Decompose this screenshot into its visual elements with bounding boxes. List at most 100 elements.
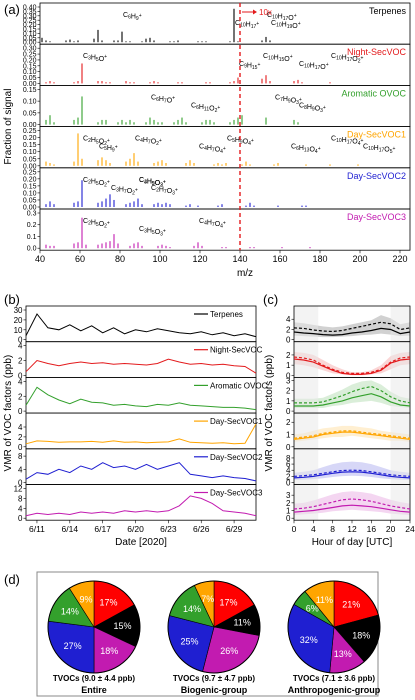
ion-annotation: C4H7O4+ bbox=[199, 144, 226, 156]
timeseries-panel-3: 024 Day-SecVOC1 bbox=[18, 412, 263, 452]
y-tick-label: 0.15 bbox=[23, 142, 37, 149]
night-shading bbox=[390, 484, 410, 521]
y-tick-label: 0.25 bbox=[23, 169, 37, 176]
slice-label: 14% bbox=[183, 604, 201, 614]
slice-label: 7% bbox=[201, 594, 214, 604]
panel-d-label: (d) bbox=[4, 572, 20, 587]
y-tick-label: 0.05 bbox=[23, 197, 37, 204]
pie-caption: TVOCs (9.0 ± 4.4 ppb) bbox=[53, 674, 136, 683]
y-tick-label: 1 bbox=[286, 397, 291, 406]
panel-d-pies: 17%15%18%27%14%9%TVOCs (9.0 ± 4.4 ppb)En… bbox=[36, 571, 381, 697]
reference-label: 10x bbox=[259, 8, 272, 17]
y-tick-label: 0.20 bbox=[23, 22, 37, 29]
y-tick-label: 8 bbox=[18, 452, 23, 461]
ion-annotation: C10H17+ bbox=[235, 20, 259, 30]
series-name: Day-SecVOC1 bbox=[347, 130, 406, 140]
y-tick-label: 0.00 bbox=[23, 40, 37, 47]
spectrum-panel-0: 0.000.050.100.150.200.250.300.350.40 Terp… bbox=[23, 2, 411, 47]
series-line bbox=[25, 386, 257, 411]
y-tick-label: 2 bbox=[286, 472, 291, 481]
y-tick-label: 0 bbox=[286, 336, 291, 345]
timeseries-panel-4: 0 4 8 Day-SecVOC2 bbox=[18, 448, 263, 488]
y-tick-label: 2 bbox=[18, 433, 23, 442]
timeseries-panel-2: 0 2 4 Aromatic OVOC bbox=[18, 376, 268, 416]
ion-annotation: C10H17O5+ bbox=[363, 144, 395, 156]
y-tick-label: 2 bbox=[286, 499, 291, 508]
median-line bbox=[293, 504, 411, 513]
y-tick-label: 0 bbox=[18, 336, 23, 345]
series-line bbox=[25, 313, 257, 338]
y-tick-label: 1 bbox=[286, 361, 291, 370]
y-tick-label: 0.3 bbox=[27, 211, 37, 218]
x-tick-label: 180 bbox=[312, 254, 327, 264]
y-tick-label: 0.05 bbox=[23, 75, 37, 82]
y-tick-label: 0.40 bbox=[23, 5, 37, 12]
y-tick-label: 0 bbox=[286, 371, 291, 380]
x-tick-label: 6/26 bbox=[193, 524, 210, 534]
y-tick-label: 0.30 bbox=[23, 46, 37, 53]
x-tick-label: 120 bbox=[192, 254, 207, 264]
series-line bbox=[25, 423, 257, 445]
night-shading bbox=[294, 413, 319, 449]
series-name: Night-SecVOC bbox=[347, 47, 407, 57]
pie-caption: TVOCs (9.7 ± 4.7 ppb) bbox=[173, 674, 256, 683]
x-tick-label: 40 bbox=[35, 254, 45, 264]
x-tick-label: 160 bbox=[272, 254, 287, 264]
ion-annotation: C10H19O+ bbox=[271, 20, 301, 30]
y-tick-label: 4 bbox=[18, 465, 23, 474]
slice-label: 27% bbox=[64, 641, 82, 651]
legend-entry: Day-SecVOC1 bbox=[210, 417, 263, 426]
iqr-band bbox=[294, 380, 410, 408]
x-tick-label: 6/11 bbox=[29, 524, 45, 534]
x-tick-label: 100 bbox=[152, 254, 167, 264]
mean-line bbox=[293, 356, 411, 374]
slice-label: 21% bbox=[342, 599, 360, 609]
slice-label: 32% bbox=[300, 635, 318, 645]
y-tick-label: 2 bbox=[286, 325, 291, 334]
diurnal-panel-0: 0 24 bbox=[286, 305, 411, 345]
y-tick-label: 0.15 bbox=[23, 63, 37, 70]
spectrum-panel-5: 0.0 0.1 0.2 0.3 Day-SecVOC3 C2H5O2+ C3H5O3+ C4H… bbox=[27, 208, 411, 253]
x-axis-label: Date [2020] bbox=[115, 537, 167, 548]
pie-group-name: Entire bbox=[81, 685, 107, 695]
night-shading bbox=[390, 413, 410, 449]
series-line bbox=[25, 462, 257, 482]
y-tick-label: 0.2 bbox=[27, 222, 37, 229]
y-tick-label: 0.00 bbox=[23, 122, 37, 129]
ion-annotation: C10H15O+ bbox=[263, 53, 293, 63]
series-line bbox=[25, 495, 257, 517]
pie-2: 21% 18%13% 32% 6%11% TVOCs (7.1 ± 3.6 ppb) An… bbox=[287, 580, 381, 695]
x-tick-label: 80 bbox=[115, 254, 125, 264]
y-axis-label: VMR of VOC factors (ppb) bbox=[3, 355, 14, 472]
slice-label: 11% bbox=[234, 618, 251, 628]
x-tick-label: 8 bbox=[330, 524, 335, 534]
series-line bbox=[25, 358, 257, 374]
slice-label: 26% bbox=[220, 646, 238, 656]
y-tick-label: 0.10 bbox=[23, 99, 37, 106]
x-tick-label: 0 bbox=[292, 524, 297, 534]
y-tick-label: 0.00 bbox=[23, 81, 37, 88]
ion-annotation: C4H7O2+ bbox=[135, 136, 162, 148]
panel-a-label: (a) bbox=[4, 2, 20, 17]
ion-annotation: C2H5O2+ bbox=[83, 177, 110, 189]
pie-group-name: Biogenic-group bbox=[181, 685, 248, 695]
y-tick-label: 8 bbox=[286, 454, 291, 463]
ion-annotation: C8H9O3+ bbox=[299, 102, 326, 114]
y-tick-label: 3 bbox=[286, 376, 291, 385]
slice-label: 9% bbox=[79, 595, 92, 605]
y-tick-label: 0.0 bbox=[27, 246, 37, 253]
y-axis-label: Fraction of signal bbox=[3, 89, 14, 165]
ion-annotation: C7H9O3+ bbox=[275, 94, 302, 106]
night-shading bbox=[294, 306, 319, 342]
slice-label: 11% bbox=[316, 595, 333, 605]
y-tick-label: 0 bbox=[18, 479, 23, 488]
slice-label: 18% bbox=[100, 646, 118, 656]
spectrum-panel-2: 0.00 0.05 0.10 0.15 Aromatic OVOC C6H7O+ C6H11… bbox=[23, 85, 411, 129]
timeseries-panel-1: 0 2 4 Night-SecVOC bbox=[18, 341, 263, 380]
ion-annotation: C3H7O2+ bbox=[111, 185, 138, 197]
median-line bbox=[293, 431, 411, 440]
timeseries-frame bbox=[25, 484, 257, 521]
ion-annotation: C10H17O+ bbox=[299, 61, 329, 71]
y-tick-label: 2 bbox=[18, 392, 23, 401]
